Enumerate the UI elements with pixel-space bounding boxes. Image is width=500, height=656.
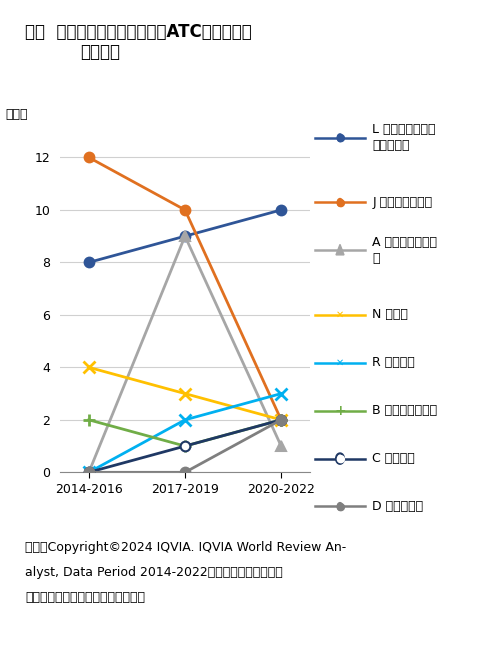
Text: ●: ● (335, 197, 345, 207)
Text: ✕: ✕ (336, 358, 344, 368)
Text: N 神経系: N 神経系 (372, 308, 408, 321)
Text: C 循環器系: C 循環器系 (372, 452, 415, 465)
Text: ●: ● (335, 453, 345, 464)
Text: B 血液と造血器官: B 血液と造血器官 (372, 404, 438, 417)
Text: +: + (334, 403, 346, 418)
Text: 研究所にて作成（無断転載禁止）。: 研究所にて作成（無断転載禁止）。 (25, 591, 145, 604)
Text: ✕: ✕ (336, 310, 344, 320)
Text: alyst, Data Period 2014-2022をもとに医薬産業政策: alyst, Data Period 2014-2022をもとに医薬産業政策 (25, 566, 283, 579)
Text: 免疫調節薬: 免疫調節薬 (372, 139, 410, 152)
Text: L 抗悪性腫瘍薬と: L 抗悪性腫瘍薬と (372, 123, 436, 136)
Text: 用: 用 (372, 252, 380, 264)
Text: J 全身用抗感染薬: J 全身用抗感染薬 (372, 196, 432, 209)
Text: 経時変化: 経時変化 (80, 43, 120, 60)
Text: 出所：Copyright©2024 IQVIA. IQVIA World Review An-: 出所：Copyright©2024 IQVIA. IQVIA World Rev… (25, 541, 346, 554)
Text: A 消化管と代謝作: A 消化管と代謝作 (372, 236, 438, 249)
Text: 品目数: 品目数 (5, 108, 28, 121)
Text: ●: ● (335, 501, 345, 512)
Text: ●: ● (335, 133, 345, 143)
Text: D 皮膚科用薬: D 皮膚科用薬 (372, 500, 424, 513)
Text: 図７  新規ランクイン品目数のATC薬効分類の: 図７ 新規ランクイン品目数のATC薬効分類の (25, 23, 252, 41)
Text: R 呼吸器系: R 呼吸器系 (372, 356, 415, 369)
